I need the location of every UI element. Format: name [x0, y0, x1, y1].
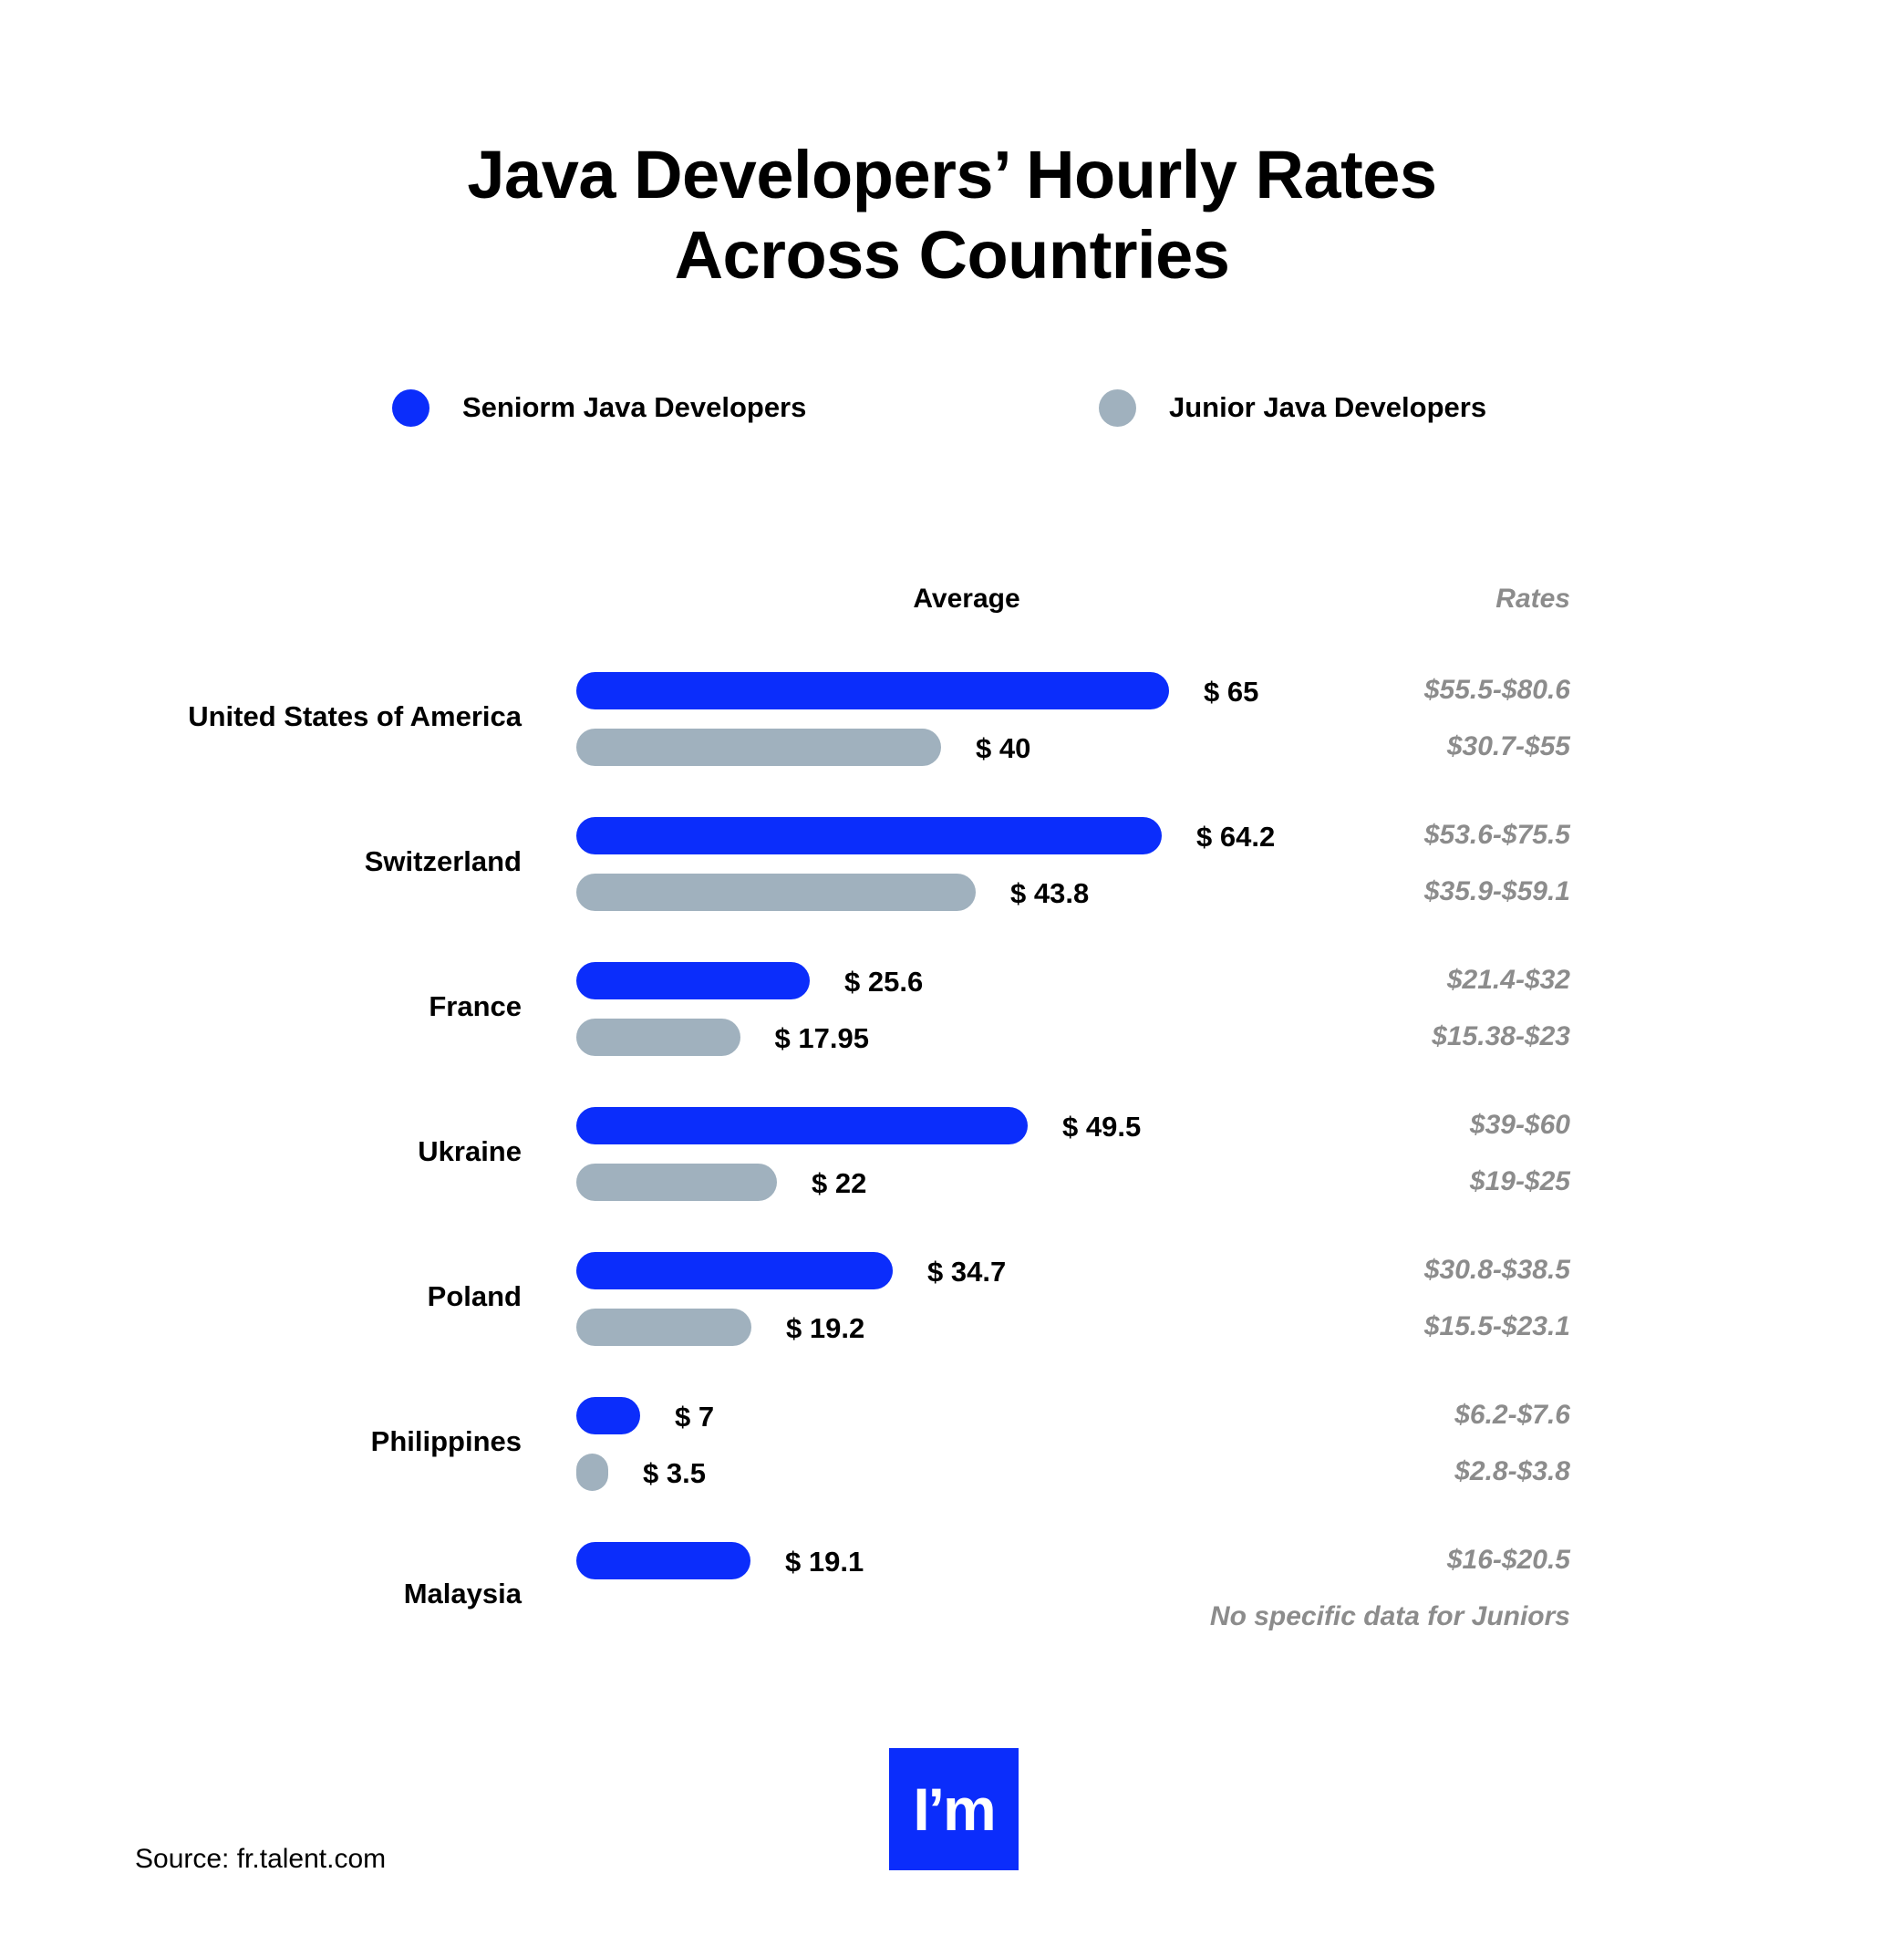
rate-range-senior-switzerland: $53.6-$75.5 [1423, 820, 1570, 850]
value-label-junior-united-states-of-america: $ 40 [976, 732, 1031, 764]
value-label-junior-ukraine: $ 22 [812, 1167, 867, 1199]
chart-title: Java Developers’ Hourly Rates Across Cou… [0, 135, 1904, 295]
bar-junior-france [576, 1019, 740, 1056]
country-label-poland: Poland [427, 1280, 522, 1312]
value-label-senior-malaysia: $ 19.1 [785, 1546, 864, 1578]
rate-range-senior-ukraine: $39-$60 [1469, 1110, 1570, 1140]
bar-junior-ukraine [576, 1164, 777, 1201]
country-label-switzerland: Switzerland [364, 845, 522, 877]
legend-label-senior: Seniorm Java Developers [462, 391, 807, 423]
rate-range-senior-france: $21.4-$32 [1446, 965, 1570, 995]
rate-range-senior-philippines: $6.2-$7.6 [1454, 1400, 1570, 1430]
rate-range-junior-malaysia: No specific data for Juniors [1209, 1601, 1570, 1631]
value-label-junior-switzerland: $ 43.8 [1010, 877, 1090, 909]
rate-range-senior-united-states-of-america: $55.5-$80.6 [1423, 675, 1570, 705]
chart-title-line-2: Across Countries [674, 217, 1230, 293]
rate-range-junior-united-states-of-america: $30.7-$55 [1446, 731, 1570, 761]
rate-range-senior-poland: $30.8-$38.5 [1423, 1255, 1570, 1285]
rate-range-junior-switzerland: $35.9-$59.1 [1423, 876, 1570, 906]
column-header-rates: Rates [1495, 584, 1570, 614]
rate-range-senior-malaysia: $16-$20.5 [1446, 1545, 1570, 1575]
bar-senior-united-states-of-america [576, 672, 1169, 709]
value-label-senior-france: $ 25.6 [844, 966, 924, 998]
rate-range-junior-ukraine: $19-$25 [1469, 1166, 1570, 1196]
country-label-philippines: Philippines [370, 1425, 522, 1457]
legend-item-junior: Junior Java Developers [1099, 388, 1486, 428]
bar-junior-poland [576, 1309, 751, 1346]
chart-title-line-1: Java Developers’ Hourly Rates [467, 137, 1437, 212]
bar-junior-switzerland [576, 874, 976, 911]
value-label-junior-france: $ 17.95 [774, 1022, 869, 1054]
rate-range-junior-poland: $15.5-$23.1 [1423, 1311, 1570, 1341]
bar-senior-malaysia [576, 1542, 750, 1579]
country-label-malaysia: Malaysia [403, 1578, 522, 1609]
value-label-senior-united-states-of-america: $ 65 [1204, 676, 1259, 708]
value-label-junior-philippines: $ 3.5 [643, 1457, 706, 1489]
value-label-senior-philippines: $ 7 [675, 1401, 715, 1433]
bar-senior-ukraine [576, 1107, 1028, 1144]
legend-swatch-senior [392, 388, 429, 427]
value-label-senior-switzerland: $ 64.2 [1196, 821, 1276, 853]
bar-junior-united-states-of-america [576, 729, 941, 766]
legend-swatch-junior [1099, 388, 1136, 427]
bar-junior-philippines [576, 1454, 608, 1491]
value-label-senior-poland: $ 34.7 [927, 1256, 1007, 1288]
source-note: Source: fr.talent.com [135, 1844, 387, 1874]
bar-senior-france [576, 962, 810, 999]
country-label-ukraine: Ukraine [418, 1135, 522, 1167]
bar-senior-poland [576, 1252, 893, 1289]
bar-senior-philippines [576, 1397, 640, 1434]
value-label-junior-poland: $ 19.2 [786, 1312, 865, 1344]
country-label-united-states-of-america: United States of America [188, 700, 522, 732]
column-header-average: Average [913, 584, 1020, 614]
country-label-france: France [429, 990, 522, 1022]
legend-label-junior: Junior Java Developers [1169, 391, 1487, 423]
rate-range-junior-france: $15.38-$23 [1432, 1021, 1570, 1051]
rate-range-junior-philippines: $2.8-$3.8 [1454, 1456, 1570, 1486]
value-label-senior-ukraine: $ 49.5 [1062, 1111, 1142, 1143]
logo: I’m [889, 1748, 1019, 1870]
legend-item-senior: Seniorm Java Developers [392, 388, 806, 428]
bar-senior-switzerland [576, 817, 1162, 854]
